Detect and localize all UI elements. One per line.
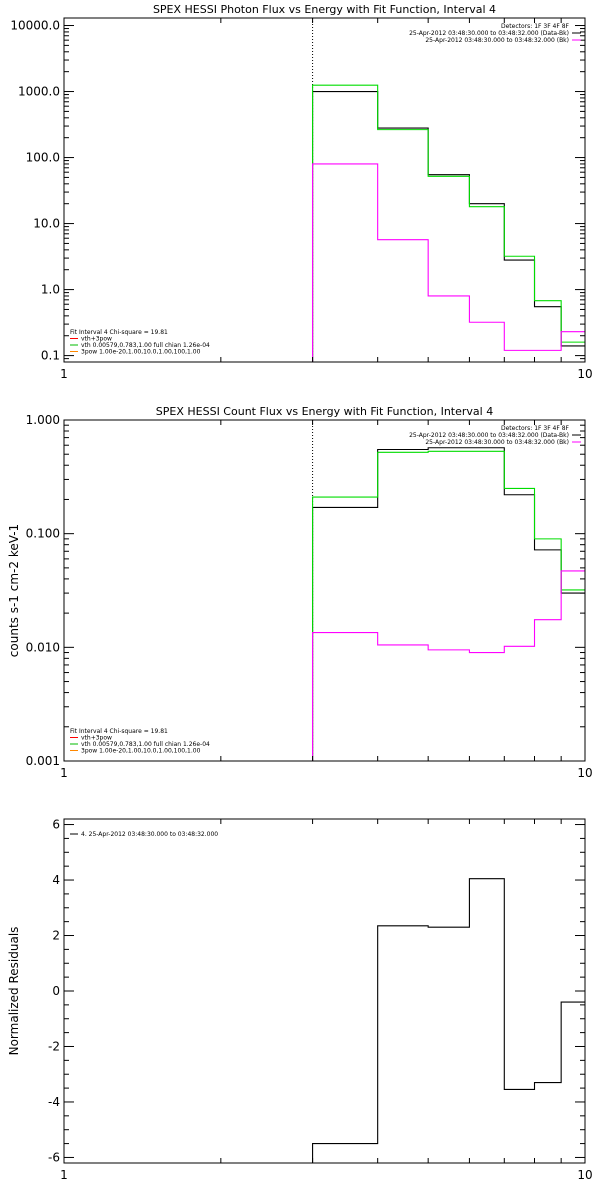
y-axis-label: Normalized Residuals — [7, 927, 21, 1056]
legend-left-entry: 3pow 1.00e-20,1.00,10.0,1.00,100,1.00 — [81, 748, 201, 755]
legend-right-entry: 25-Apr-2012 03:48:30.000 to 03:48:32.000… — [409, 432, 569, 439]
x-tick-label: 10 — [577, 1168, 592, 1182]
chart-residuals: Normalized Residuals 1 10 -6 -4 -2 0 2 4 6 4. 25-A… — [7, 818, 593, 1182]
plot-frame — [63, 818, 586, 1164]
legend-left-entry: vth+3pow — [81, 735, 112, 742]
legend-left-entry: Fit Interval 4 Chi-square = 19.81 — [70, 728, 168, 735]
y-tick-label: 0.010 — [26, 640, 60, 654]
series-0-histogram — [312, 447, 585, 761]
chart-count: SPEX HESSI Count Flux vs Energy with Fit… — [7, 405, 593, 780]
y-tick-label: 100.0 — [26, 151, 60, 165]
x-tick-label: 10 — [577, 367, 592, 381]
x-tick-label: 10 — [577, 766, 592, 780]
y-tick-label: 10.0 — [33, 217, 60, 231]
legend-right-entry: 25-Apr-2012 03:48:30.000 to 03:48:32.000… — [409, 30, 569, 37]
y-tick-label: 10000.0 — [10, 19, 60, 33]
series-0-histogram — [312, 878, 585, 1163]
legend-left-entry: vth 0.00579,0.783,1.00 full chian 1.26e-… — [81, 342, 210, 349]
legend-left-entry: Fit Interval 4 Chi-square = 19.81 — [70, 329, 168, 336]
legend-right-entry: 25-Apr-2012 03:48:30.000 to 03:48:32.000… — [425, 37, 569, 44]
legend-right-entry: 25-Apr-2012 03:48:30.000 to 03:48:32.000… — [425, 439, 569, 446]
y-tick-label: 0.001 — [26, 754, 60, 768]
series-2-histogram — [312, 163, 585, 362]
x-tick-label: 1 — [60, 1168, 68, 1182]
y-tick-label: -4 — [48, 1095, 60, 1109]
chart-title: SPEX HESSI Count Flux vs Energy with Fit… — [156, 405, 493, 418]
series-0-histogram — [312, 90, 585, 362]
chart-title: SPEX HESSI Photon Flux vs Energy with Fi… — [153, 3, 496, 16]
series-2-histogram — [312, 570, 585, 761]
y-tick-label: 6 — [52, 818, 60, 832]
legend-left-entry: 3pow 1.00e-20,1.00,10.0,1.00,100,1.00 — [81, 349, 201, 356]
x-tick-label: 1 — [60, 367, 68, 381]
chart-photon: SPEX HESSI Photon Flux vs Energy with Fi… — [10, 3, 592, 381]
plot-frame — [63, 419, 586, 762]
y-tick-label: 4 — [52, 873, 60, 887]
y-tick-label: 1.000 — [26, 413, 60, 427]
y-tick-label: -6 — [48, 1150, 60, 1164]
legend-left-entry: 4. 25-Apr-2012 03:48:30.000 to 03:48:32.… — [81, 831, 218, 838]
y-tick-label: 1.0 — [41, 283, 60, 297]
y-axis-label: counts s-1 cm-2 keV-1 — [7, 524, 21, 657]
plot-frame — [63, 17, 586, 363]
legend-left-entry: vth 0.00579,0.783,1.00 full chian 1.26e-… — [81, 741, 210, 748]
y-tick-label: 0 — [52, 984, 60, 998]
series-1-histogram — [312, 450, 585, 761]
y-tick-label: 0.1 — [41, 349, 60, 363]
y-tick-label: 2 — [52, 929, 60, 943]
series-1-histogram — [312, 84, 585, 362]
legend-right-entry: Detectors: 1F 3F 4F 8F — [501, 425, 570, 432]
y-tick-label: 0.100 — [26, 527, 60, 541]
legend-left-entry: vth+3pow — [81, 336, 112, 343]
x-tick-label: 1 — [60, 766, 68, 780]
legend-right-entry: Detectors: 1F 3F 4F 8F — [501, 23, 570, 30]
y-tick-label: -2 — [48, 1039, 60, 1053]
y-tick-label: 1000.0 — [18, 85, 60, 99]
